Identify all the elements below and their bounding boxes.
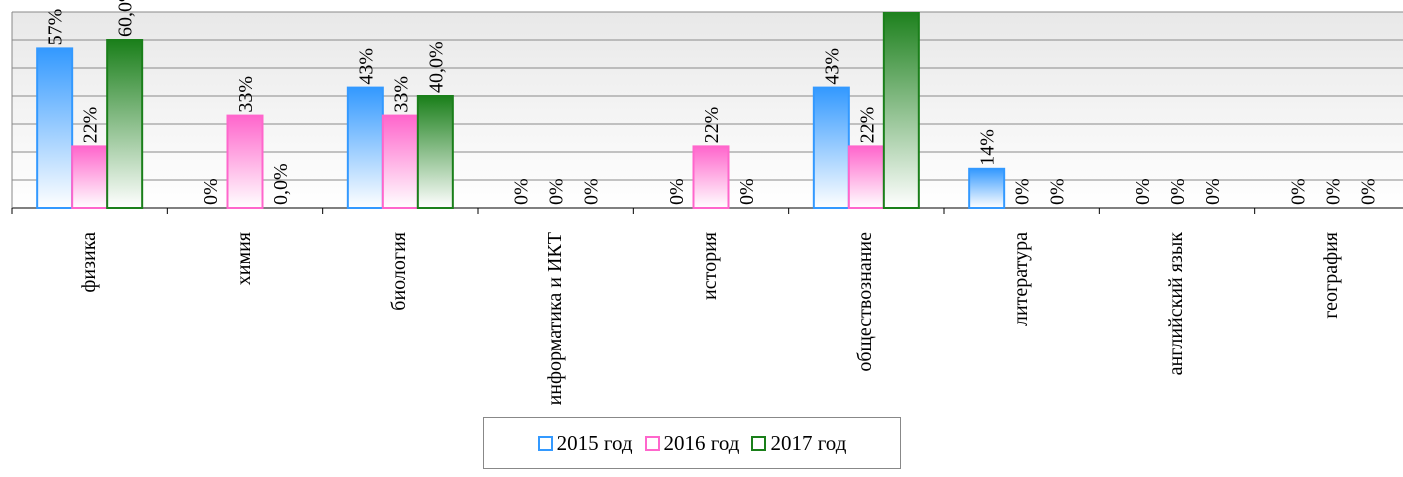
bar [71, 145, 109, 209]
data-label: 0% [1012, 178, 1034, 205]
legend-item: 2016 год [644, 430, 740, 456]
bar [36, 47, 74, 209]
data-label: 0,0% [270, 163, 292, 205]
x-tick-label: информатика и ИКТ [543, 232, 566, 406]
data-label: 22% [80, 107, 102, 144]
data-label: 0% [1167, 178, 1189, 205]
data-label: 22% [856, 107, 878, 144]
x-tick-label: биология [388, 232, 411, 311]
data-label: 0% [1047, 178, 1069, 205]
legend-label: 2016 год [663, 430, 740, 455]
data-label: 40,0% [425, 41, 447, 93]
bar [106, 39, 144, 209]
data-label: 0% [666, 178, 688, 205]
bar [847, 145, 885, 209]
data-label: 33% [235, 76, 257, 113]
x-tick-label: литература [1009, 232, 1032, 327]
legend: 2015 год 2016 год 2017 год [483, 417, 901, 469]
legend-swatch [537, 435, 553, 451]
bar [882, 12, 920, 209]
data-label: 0% [1287, 178, 1309, 205]
data-label: 57% [45, 9, 67, 46]
data-label: 0% [200, 178, 222, 205]
legend-item: 2017 год [751, 431, 846, 456]
bar [692, 145, 730, 209]
data-label: 0% [511, 178, 533, 205]
data-label: 0% [736, 178, 758, 205]
x-tick-label: физика [77, 232, 100, 293]
legend-item: 2015 год [537, 430, 633, 456]
data-label: 0% [1322, 178, 1344, 205]
bar [416, 95, 454, 209]
data-label: 0% [1202, 178, 1224, 205]
data-label: 43% [821, 48, 843, 85]
legend-label: 2015 год [556, 430, 633, 455]
x-tick-label: английский язык [1165, 232, 1187, 376]
x-tick-label: география [1320, 232, 1343, 319]
data-label: 43% [355, 48, 377, 85]
data-label: 0% [1132, 178, 1154, 205]
bar [346, 86, 384, 209]
data-label: 22% [701, 107, 723, 144]
bar [968, 167, 1006, 209]
data-label: 14% [977, 129, 999, 166]
bar [812, 86, 850, 209]
bar [226, 114, 264, 209]
legend-swatch [751, 435, 767, 451]
bar [381, 114, 419, 209]
data-label: 33% [390, 76, 412, 113]
data-label: 0% [1357, 178, 1379, 205]
data-label: 0% [581, 178, 603, 205]
data-label: 0% [546, 178, 568, 205]
x-tick-label: обществознание [854, 232, 877, 372]
x-tick-label: история [699, 232, 721, 300]
x-tick-label: химия [233, 232, 255, 286]
data-label: 60,0% [115, 0, 137, 37]
legend-swatch [644, 435, 660, 451]
legend-label: 2017 год [770, 430, 847, 455]
